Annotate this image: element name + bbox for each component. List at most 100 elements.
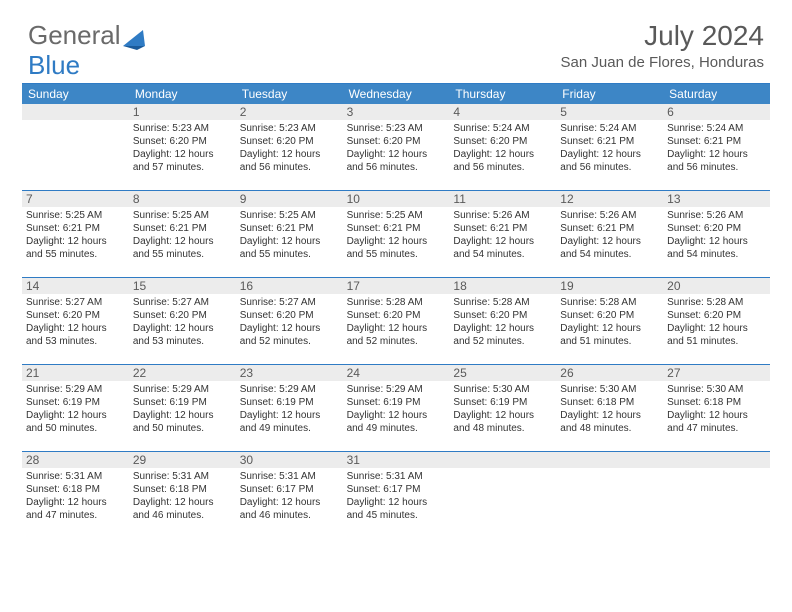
daylight-line: Daylight: 12 hours and 56 minutes.	[560, 148, 659, 174]
sunrise-line: Sunrise: 5:29 AM	[240, 383, 339, 396]
sunrise-line: Sunrise: 5:30 AM	[453, 383, 552, 396]
day-number: 14	[22, 278, 129, 294]
day-detail: Sunrise: 5:31 AMSunset: 6:18 PMDaylight:…	[129, 468, 236, 524]
sunset-line: Sunset: 6:20 PM	[133, 135, 232, 148]
day-cell: 1Sunrise: 5:23 AMSunset: 6:20 PMDaylight…	[129, 104, 236, 190]
sunset-line: Sunset: 6:20 PM	[667, 309, 766, 322]
sunset-line: Sunset: 6:18 PM	[560, 396, 659, 409]
day-detail: Sunrise: 5:26 AMSunset: 6:21 PMDaylight:…	[556, 207, 663, 263]
day-detail: Sunrise: 5:26 AMSunset: 6:21 PMDaylight:…	[449, 207, 556, 263]
day-cell	[22, 104, 129, 190]
logo: General	[28, 20, 151, 51]
day-detail: Sunrise: 5:23 AMSunset: 6:20 PMDaylight:…	[129, 120, 236, 176]
day-cell: 4Sunrise: 5:24 AMSunset: 6:20 PMDaylight…	[449, 104, 556, 190]
sunset-line: Sunset: 6:20 PM	[133, 309, 232, 322]
day-number: 15	[129, 278, 236, 294]
day-number: 4	[449, 104, 556, 120]
day-detail: Sunrise: 5:25 AMSunset: 6:21 PMDaylight:…	[22, 207, 129, 263]
sunset-line: Sunset: 6:19 PM	[453, 396, 552, 409]
daylight-line: Daylight: 12 hours and 46 minutes.	[240, 496, 339, 522]
day-detail: Sunrise: 5:27 AMSunset: 6:20 PMDaylight:…	[22, 294, 129, 350]
sunrise-line: Sunrise: 5:26 AM	[560, 209, 659, 222]
day-cell: 27Sunrise: 5:30 AMSunset: 6:18 PMDayligh…	[663, 365, 770, 451]
day-number: 16	[236, 278, 343, 294]
daylight-line: Daylight: 12 hours and 49 minutes.	[347, 409, 446, 435]
logo-text-1: General	[28, 20, 121, 51]
week-row: 7Sunrise: 5:25 AMSunset: 6:21 PMDaylight…	[22, 190, 770, 277]
sunrise-line: Sunrise: 5:26 AM	[453, 209, 552, 222]
daylight-line: Daylight: 12 hours and 52 minutes.	[453, 322, 552, 348]
day-cell: 5Sunrise: 5:24 AMSunset: 6:21 PMDaylight…	[556, 104, 663, 190]
sunset-line: Sunset: 6:21 PM	[240, 222, 339, 235]
daylight-line: Daylight: 12 hours and 51 minutes.	[560, 322, 659, 348]
sunset-line: Sunset: 6:21 PM	[347, 222, 446, 235]
day-number: 24	[343, 365, 450, 381]
day-number: 13	[663, 191, 770, 207]
daylight-line: Daylight: 12 hours and 48 minutes.	[560, 409, 659, 435]
sunset-line: Sunset: 6:19 PM	[347, 396, 446, 409]
sunrise-line: Sunrise: 5:25 AM	[240, 209, 339, 222]
sunrise-line: Sunrise: 5:28 AM	[453, 296, 552, 309]
weekday-header: Wednesday	[343, 84, 450, 104]
sunrise-line: Sunrise: 5:23 AM	[240, 122, 339, 135]
sunset-line: Sunset: 6:20 PM	[347, 135, 446, 148]
day-cell	[556, 452, 663, 538]
sunrise-line: Sunrise: 5:30 AM	[667, 383, 766, 396]
sunrise-line: Sunrise: 5:28 AM	[560, 296, 659, 309]
day-number: 30	[236, 452, 343, 468]
day-number: 28	[22, 452, 129, 468]
day-detail: Sunrise: 5:30 AMSunset: 6:18 PMDaylight:…	[556, 381, 663, 437]
day-cell: 10Sunrise: 5:25 AMSunset: 6:21 PMDayligh…	[343, 191, 450, 277]
sunset-line: Sunset: 6:20 PM	[667, 222, 766, 235]
weekday-header: Thursday	[449, 84, 556, 104]
daylight-line: Daylight: 12 hours and 48 minutes.	[453, 409, 552, 435]
sunset-line: Sunset: 6:18 PM	[26, 483, 125, 496]
sunrise-line: Sunrise: 5:31 AM	[26, 470, 125, 483]
weekday-header: Tuesday	[236, 84, 343, 104]
day-cell: 30Sunrise: 5:31 AMSunset: 6:17 PMDayligh…	[236, 452, 343, 538]
day-cell: 3Sunrise: 5:23 AMSunset: 6:20 PMDaylight…	[343, 104, 450, 190]
day-number: 25	[449, 365, 556, 381]
day-number: 21	[22, 365, 129, 381]
daylight-line: Daylight: 12 hours and 55 minutes.	[347, 235, 446, 261]
sunset-line: Sunset: 6:21 PM	[560, 135, 659, 148]
logo-triangle-icon	[123, 26, 151, 46]
day-number	[556, 452, 663, 468]
day-detail: Sunrise: 5:30 AMSunset: 6:18 PMDaylight:…	[663, 381, 770, 437]
day-number	[22, 104, 129, 120]
day-number: 11	[449, 191, 556, 207]
daylight-line: Daylight: 12 hours and 57 minutes.	[133, 148, 232, 174]
day-detail: Sunrise: 5:28 AMSunset: 6:20 PMDaylight:…	[663, 294, 770, 350]
day-cell: 12Sunrise: 5:26 AMSunset: 6:21 PMDayligh…	[556, 191, 663, 277]
day-number: 29	[129, 452, 236, 468]
daylight-line: Daylight: 12 hours and 56 minutes.	[347, 148, 446, 174]
sunrise-line: Sunrise: 5:25 AM	[347, 209, 446, 222]
day-detail: Sunrise: 5:25 AMSunset: 6:21 PMDaylight:…	[129, 207, 236, 263]
sunset-line: Sunset: 6:18 PM	[667, 396, 766, 409]
sunrise-line: Sunrise: 5:23 AM	[133, 122, 232, 135]
daylight-line: Daylight: 12 hours and 56 minutes.	[240, 148, 339, 174]
day-detail: Sunrise: 5:31 AMSunset: 6:17 PMDaylight:…	[343, 468, 450, 524]
sunrise-line: Sunrise: 5:27 AM	[133, 296, 232, 309]
day-cell: 24Sunrise: 5:29 AMSunset: 6:19 PMDayligh…	[343, 365, 450, 451]
day-cell: 22Sunrise: 5:29 AMSunset: 6:19 PMDayligh…	[129, 365, 236, 451]
sunset-line: Sunset: 6:20 PM	[453, 309, 552, 322]
sunrise-line: Sunrise: 5:28 AM	[347, 296, 446, 309]
day-detail: Sunrise: 5:29 AMSunset: 6:19 PMDaylight:…	[343, 381, 450, 437]
day-cell: 6Sunrise: 5:24 AMSunset: 6:21 PMDaylight…	[663, 104, 770, 190]
month-title: July 2024	[561, 20, 764, 52]
day-detail: Sunrise: 5:30 AMSunset: 6:19 PMDaylight:…	[449, 381, 556, 437]
sunset-line: Sunset: 6:21 PM	[133, 222, 232, 235]
sunset-line: Sunset: 6:20 PM	[453, 135, 552, 148]
sunrise-line: Sunrise: 5:24 AM	[560, 122, 659, 135]
sunrise-line: Sunrise: 5:24 AM	[667, 122, 766, 135]
day-number: 12	[556, 191, 663, 207]
day-cell	[449, 452, 556, 538]
weekday-header: Friday	[556, 84, 663, 104]
day-cell: 15Sunrise: 5:27 AMSunset: 6:20 PMDayligh…	[129, 278, 236, 364]
day-cell: 9Sunrise: 5:25 AMSunset: 6:21 PMDaylight…	[236, 191, 343, 277]
sunrise-line: Sunrise: 5:27 AM	[26, 296, 125, 309]
day-number: 26	[556, 365, 663, 381]
sunrise-line: Sunrise: 5:29 AM	[347, 383, 446, 396]
day-number: 1	[129, 104, 236, 120]
